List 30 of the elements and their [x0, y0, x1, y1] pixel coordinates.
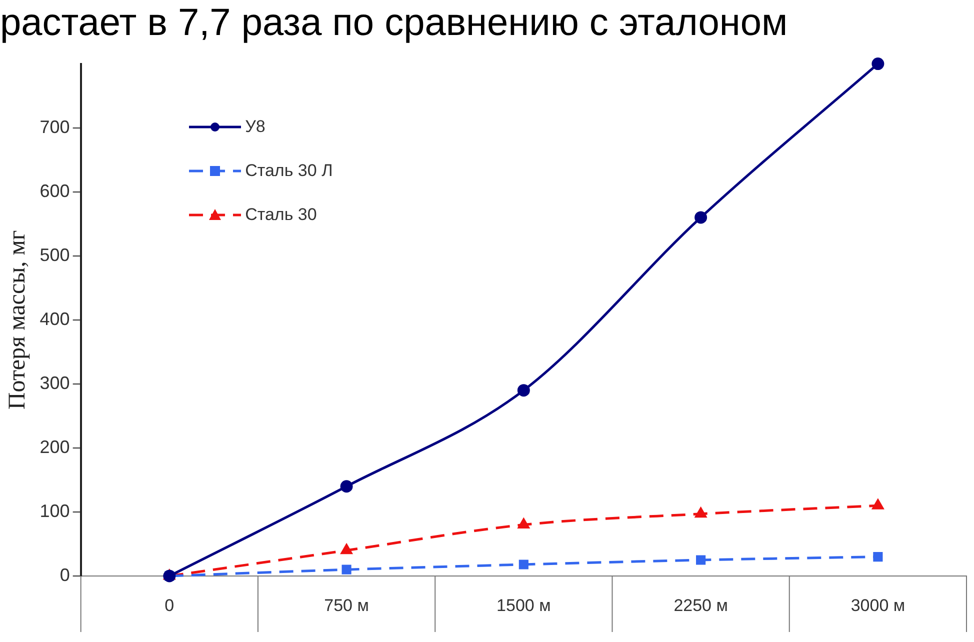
- chart-title: растает в 7,7 раза по сравнению с эталоном: [0, 2, 789, 45]
- y-tick-label: 0: [60, 564, 70, 585]
- point: [695, 508, 706, 518]
- point: [518, 560, 528, 570]
- legend-label: Сталь 30: [245, 204, 317, 225]
- y-axis-title: Потеря массы, мг: [4, 230, 31, 410]
- point: [872, 58, 884, 70]
- point: [696, 555, 706, 565]
- x-tick-label: 2250 м: [674, 596, 728, 615]
- point: [873, 552, 883, 562]
- point: [342, 564, 352, 574]
- y-tick-label: 100: [40, 500, 70, 521]
- point: [340, 544, 352, 554]
- point: [872, 499, 884, 510]
- x-tick-label: 750 м: [324, 596, 369, 615]
- y-tick-label: 400: [40, 308, 70, 329]
- x-tick-label: 1500 м: [496, 596, 551, 615]
- point: [694, 211, 708, 224]
- point: [518, 518, 530, 529]
- y-tick-label: 300: [40, 372, 70, 393]
- legend-label: У8: [245, 116, 266, 137]
- legend-label: Сталь 30 Л: [245, 160, 333, 181]
- y-tick-label: 700: [40, 116, 70, 137]
- y-tick-label: 500: [40, 244, 70, 265]
- y-tick-label: 600: [40, 180, 70, 201]
- x-tick-label: 3000 м: [850, 596, 906, 615]
- y-tick-label: 200: [40, 436, 70, 457]
- point: [340, 480, 353, 493]
- point: [517, 384, 530, 397]
- x-tick-label: 0: [164, 596, 174, 615]
